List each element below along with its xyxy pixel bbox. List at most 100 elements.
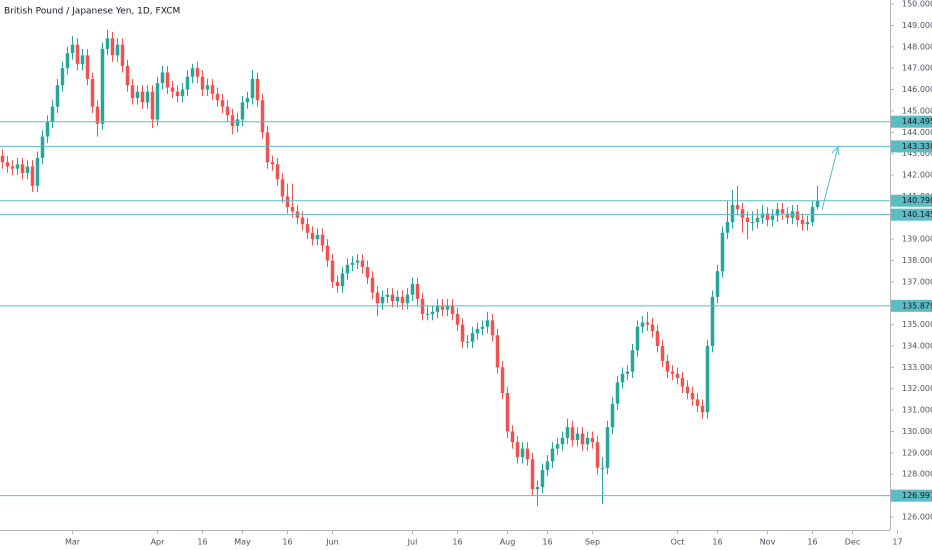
candle-body (695, 399, 700, 406)
candle-body (335, 281, 340, 287)
candle-body (815, 200, 820, 208)
candle-body (595, 442, 600, 468)
candle-body (90, 78, 95, 107)
y-tick-label: 148.000 (902, 42, 932, 51)
candle-body (750, 222, 755, 224)
candle-body (60, 68, 65, 86)
candle-body (495, 335, 500, 368)
candle-body (375, 292, 380, 304)
candle-body (420, 298, 425, 314)
candle-body (525, 448, 530, 460)
candle-body (610, 403, 615, 428)
candle-body (700, 405, 705, 413)
y-tick-label: 139.000 (902, 235, 932, 244)
candle-body (470, 333, 475, 342)
candle-body (725, 222, 730, 233)
candle-body (530, 459, 535, 490)
x-tick-label: Dec (845, 538, 860, 547)
candle-body (25, 166, 30, 173)
y-tick-label: 146.000 (902, 85, 932, 94)
x-tick-label: 16 (282, 538, 292, 547)
candle-body (660, 345, 665, 361)
candle-body (430, 311, 435, 314)
candle-body (55, 85, 60, 107)
candle-body (460, 324, 465, 342)
candle-body (670, 371, 675, 374)
candle-body (585, 437, 590, 445)
chart-title: British Pound / Japanese Yen, 1D, FXCM (4, 7, 180, 17)
candle-body (260, 100, 265, 133)
candle-body (415, 284, 420, 299)
candle-body (205, 85, 210, 90)
candle-body (15, 164, 20, 169)
candle-body (655, 331, 660, 346)
candle-body (305, 224, 310, 233)
candle-body (770, 215, 775, 220)
candle-body (735, 204, 740, 210)
candle-body (635, 326, 640, 351)
y-tick-label: 143.000 (902, 149, 932, 158)
candle-body (225, 106, 230, 116)
candle-body (685, 386, 690, 394)
candle-body (475, 328, 480, 334)
candle-body (140, 91, 145, 103)
candle-body (485, 320, 490, 327)
candle-body (240, 102, 245, 120)
candle-body (310, 232, 315, 240)
level-label-box (891, 299, 932, 312)
y-tick-label: 147.000 (902, 64, 932, 73)
candle-body (190, 68, 195, 77)
candle-body (490, 320, 495, 336)
candle-body (160, 72, 165, 84)
y-tick-label: 144.000 (902, 128, 932, 137)
candle-body (230, 115, 235, 126)
x-tick-label: Mar (65, 538, 81, 547)
x-tick-label: 16 (807, 538, 817, 547)
candle-body (115, 44, 120, 56)
level-label-box (891, 208, 932, 221)
candle-body (780, 209, 785, 214)
candle-body (575, 433, 580, 441)
candle-body (355, 260, 360, 263)
candle-body (710, 296, 715, 346)
candle-body (445, 305, 450, 310)
x-tick-label: 16 (712, 538, 722, 547)
candle-body (435, 305, 440, 312)
candle-body (165, 72, 170, 88)
candle-body (620, 373, 625, 383)
candle-body (410, 284, 415, 295)
x-tick-label: Oct (671, 538, 685, 547)
candle-body (290, 207, 295, 212)
y-tick-label: 142.000 (902, 171, 932, 180)
candle-body (155, 83, 160, 120)
candle-body (80, 55, 85, 64)
candle-body (370, 277, 375, 293)
level-label: 144.495 (902, 117, 932, 126)
level-label-box (891, 115, 932, 128)
candle-body (650, 324, 655, 332)
candle-body (10, 166, 15, 169)
level-label: 126.997 (902, 491, 932, 500)
plot-area (0, 29, 820, 507)
candle-body (505, 393, 510, 432)
y-tick-label: 132.000 (902, 384, 932, 393)
candle-body (170, 87, 175, 92)
candle-body (540, 469, 545, 488)
candle-body (20, 164, 25, 173)
candle-body (745, 217, 750, 223)
candle-body (85, 55, 90, 79)
candle-body (795, 211, 800, 220)
candle-body (805, 222, 810, 225)
candle-body (95, 106, 100, 124)
candle-body (285, 196, 290, 208)
level-label: 140.798 (902, 196, 932, 205)
level-label: 143.338 (902, 142, 932, 151)
candle-body (675, 373, 680, 379)
candle-body (5, 162, 10, 167)
candle-body (195, 68, 200, 77)
candle-body (640, 322, 645, 327)
y-tick-label: 131.000 (902, 406, 932, 415)
candle-body (730, 204, 735, 223)
candle-body (340, 273, 345, 287)
